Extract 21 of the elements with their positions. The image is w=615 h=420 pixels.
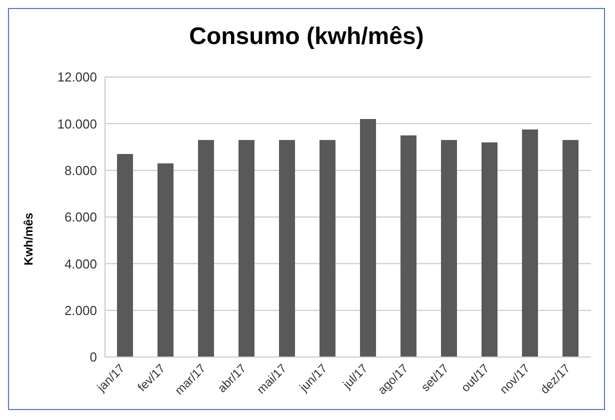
y-axis-title: Kwh/mês <box>21 212 35 266</box>
bar <box>320 140 336 357</box>
y-tick-label: 12.000 <box>57 70 97 85</box>
chart-title: Consumo (kwh/mês) <box>188 23 425 52</box>
bar <box>562 140 578 357</box>
bar <box>279 140 295 357</box>
bar <box>158 163 174 357</box>
bar <box>482 142 498 357</box>
bar <box>441 140 457 357</box>
y-tick-label: 4.000 <box>64 256 97 272</box>
y-tick-label: 10.000 <box>57 116 97 132</box>
y-tick-label: 6.000 <box>64 210 97 225</box>
y-tick-label: 2.000 <box>64 302 97 318</box>
bar <box>198 140 214 357</box>
y-tick-label: 0 <box>90 350 97 365</box>
bar <box>117 154 133 357</box>
bar <box>400 135 416 357</box>
bar <box>238 140 254 357</box>
y-tick-label: 8.000 <box>64 162 97 178</box>
bar <box>522 130 538 357</box>
bar <box>360 119 376 357</box>
